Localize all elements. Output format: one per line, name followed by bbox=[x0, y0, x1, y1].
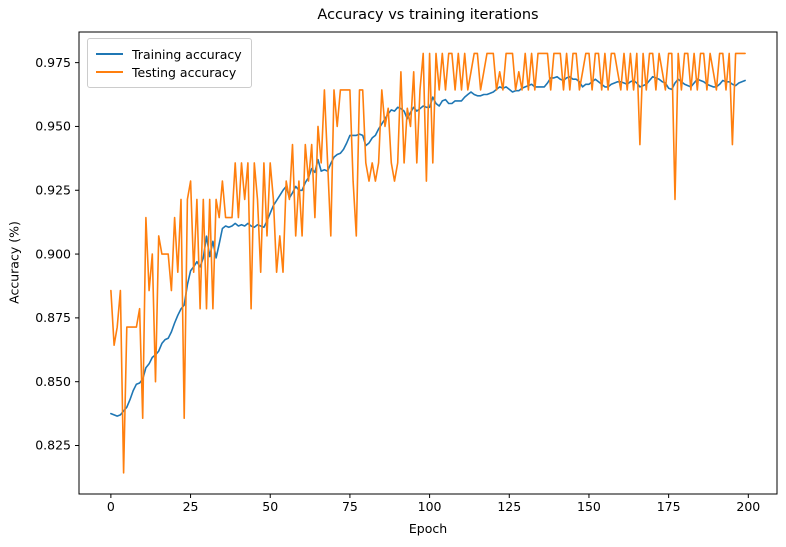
legend-label-testing: Testing accuracy bbox=[132, 64, 237, 80]
y-tick-label: 0.825 bbox=[35, 438, 71, 453]
legend-label-training: Training accuracy bbox=[132, 46, 242, 62]
y-tick-label: 0.850 bbox=[35, 374, 71, 389]
x-tick-label: 50 bbox=[262, 499, 278, 514]
x-tick-label: 150 bbox=[577, 499, 601, 514]
training-line-swatch bbox=[96, 52, 123, 56]
x-tick-label: 125 bbox=[497, 499, 521, 514]
y-axis-label: Accuracy (%) bbox=[6, 221, 22, 304]
chart-title: Accuracy vs training iterations bbox=[317, 7, 539, 23]
axes-box bbox=[78, 31, 778, 495]
x-tick-label: 175 bbox=[657, 499, 681, 514]
series-lines bbox=[110, 52, 746, 474]
legend: Training accuracy Testing accuracy bbox=[87, 38, 252, 88]
y-tick-label: 0.875 bbox=[35, 310, 71, 325]
y-tick-label: 0.900 bbox=[35, 246, 71, 261]
x-tick-label: 100 bbox=[418, 499, 442, 514]
y-tick-label: 0.950 bbox=[35, 119, 71, 134]
y-tick-label: 0.975 bbox=[35, 55, 71, 70]
x-tick-label: 200 bbox=[736, 499, 760, 514]
x-tick-label: 0 bbox=[107, 499, 115, 514]
plot-border bbox=[78, 31, 778, 495]
x-tick-label: 75 bbox=[342, 499, 358, 514]
legend-entry-testing: Testing accuracy bbox=[96, 63, 241, 81]
x-axis-label: Epoch bbox=[408, 521, 448, 536]
legend-entry-training: Training accuracy bbox=[96, 45, 242, 63]
x-tick-label: 25 bbox=[183, 499, 199, 514]
testing-accuracy-line bbox=[110, 52, 746, 474]
testing-line-swatch bbox=[96, 70, 123, 74]
y-axis-ticks: 0.825 0.850 0.875 0.900 0.925 0.950 0.975 bbox=[35, 55, 79, 453]
y-tick-label: 0.925 bbox=[35, 182, 71, 197]
x-axis-ticks: 0 25 50 75 100 125 150 175 200 bbox=[107, 494, 760, 514]
